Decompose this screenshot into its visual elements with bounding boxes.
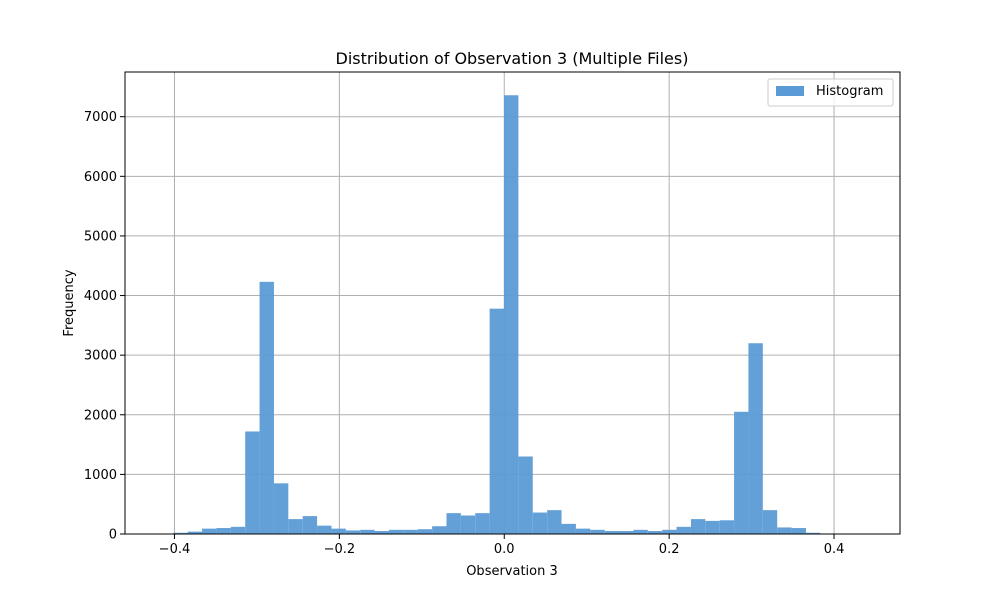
histogram-bar <box>331 528 346 534</box>
chart-title: Distribution of Observation 3 (Multiple … <box>336 49 689 68</box>
histogram-bar <box>762 510 778 534</box>
legend: Histogram <box>767 78 894 107</box>
histogram-bar <box>561 523 576 534</box>
histogram-bar <box>417 529 433 534</box>
x-tick-label: −0.4 <box>159 542 191 557</box>
histogram-bar <box>374 531 389 534</box>
histogram-bar <box>791 528 806 534</box>
histogram-bar <box>173 532 188 534</box>
histogram-bar <box>504 95 519 535</box>
y-tick-label: 6000 <box>84 170 117 185</box>
x-axis-ticks: −0.4 −0.2 0.0 0.2 0.4 <box>159 534 845 557</box>
y-axis-ticks: 0 1000 2000 3000 4000 5000 6000 7000 <box>84 110 125 543</box>
histogram-bar <box>777 527 792 534</box>
histogram-bar <box>360 529 375 534</box>
histogram-bar <box>302 516 318 534</box>
histogram-bar <box>273 483 289 534</box>
histogram-bar <box>230 526 246 534</box>
histogram-bar <box>187 531 203 534</box>
histogram-bar <box>805 532 821 534</box>
histogram-bar <box>604 531 620 534</box>
histogram-bar <box>216 528 231 534</box>
histogram-bar <box>690 519 706 534</box>
histogram-bar <box>633 529 648 534</box>
y-tick-label: 0 <box>109 528 117 543</box>
histogram-bar <box>446 513 461 534</box>
x-tick-label: 0.4 <box>824 542 845 557</box>
histogram-bar <box>719 520 735 534</box>
histogram-bar <box>676 526 691 534</box>
histogram-bar <box>403 529 418 534</box>
x-tick-label: −0.2 <box>324 542 356 557</box>
histogram-bar <box>475 513 490 534</box>
y-tick-label: 5000 <box>84 229 117 244</box>
histogram-bar <box>705 520 720 534</box>
y-axis-label: Frequency <box>62 269 77 336</box>
histogram-bar <box>547 510 562 534</box>
histogram-bar <box>662 529 677 534</box>
legend-box <box>767 78 894 107</box>
histogram-bar <box>259 281 274 534</box>
histogram-bar <box>288 519 303 534</box>
plot-frame <box>124 71 901 535</box>
x-tick-label: 0.0 <box>494 542 515 557</box>
histogram-bars <box>144 95 864 535</box>
histogram-bar <box>432 526 447 534</box>
y-tick-label: 2000 <box>84 408 117 423</box>
y-tick-label: 7000 <box>84 110 117 125</box>
histogram-bar <box>345 530 361 534</box>
x-axis-label: Observation 3 <box>466 564 558 579</box>
histogram-bar <box>518 456 533 534</box>
histogram-bar <box>748 343 763 534</box>
histogram-bar <box>489 308 505 534</box>
histogram-bar <box>647 531 663 534</box>
histogram-bar <box>734 411 749 534</box>
histogram-bar <box>590 529 605 534</box>
histogram-bar <box>619 531 634 534</box>
y-tick-label: 1000 <box>84 468 117 483</box>
x-tick-label: 0.2 <box>659 542 680 557</box>
histogram-bar <box>388 529 404 534</box>
histogram-bar <box>202 528 217 534</box>
legend-label-histogram: Histogram <box>816 84 883 99</box>
histogram-bar <box>532 512 548 534</box>
histogram-bar <box>460 515 476 534</box>
y-tick-label: 4000 <box>84 289 117 304</box>
y-tick-label: 3000 <box>84 349 117 364</box>
histogram-bar <box>245 431 260 534</box>
legend-swatch <box>776 86 804 96</box>
histogram-bar <box>575 528 591 534</box>
histogram-bar <box>317 525 332 534</box>
